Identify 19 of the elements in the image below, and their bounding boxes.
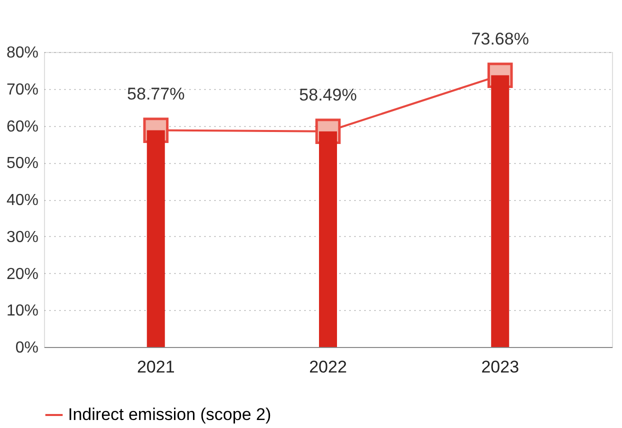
- bar: [319, 131, 337, 347]
- data-label: 58.49%: [299, 85, 357, 104]
- legend-label: Indirect emission (scope 2): [68, 405, 272, 424]
- data-label: 58.77%: [127, 84, 185, 104]
- y-tick-label: 30%: [6, 228, 38, 246]
- y-tick-label: 20%: [6, 266, 38, 283]
- y-tick-label: 40%: [6, 192, 38, 209]
- y-tick-label: 0%: [15, 340, 38, 356]
- data-label: 73.68%: [471, 29, 529, 48]
- x-tick-label: 2022: [309, 358, 347, 376]
- bar: [146, 130, 165, 347]
- bar: [491, 75, 510, 347]
- x-tick-label: 2023: [481, 358, 520, 376]
- y-tick-label: 60%: [6, 118, 38, 136]
- y-tick-label: 10%: [6, 302, 38, 320]
- y-tick-label: 50%: [6, 155, 38, 172]
- y-tick-label: 70%: [6, 81, 38, 98]
- x-tick-label: 2021: [136, 358, 175, 376]
- y-tick-label: 80%: [6, 44, 38, 62]
